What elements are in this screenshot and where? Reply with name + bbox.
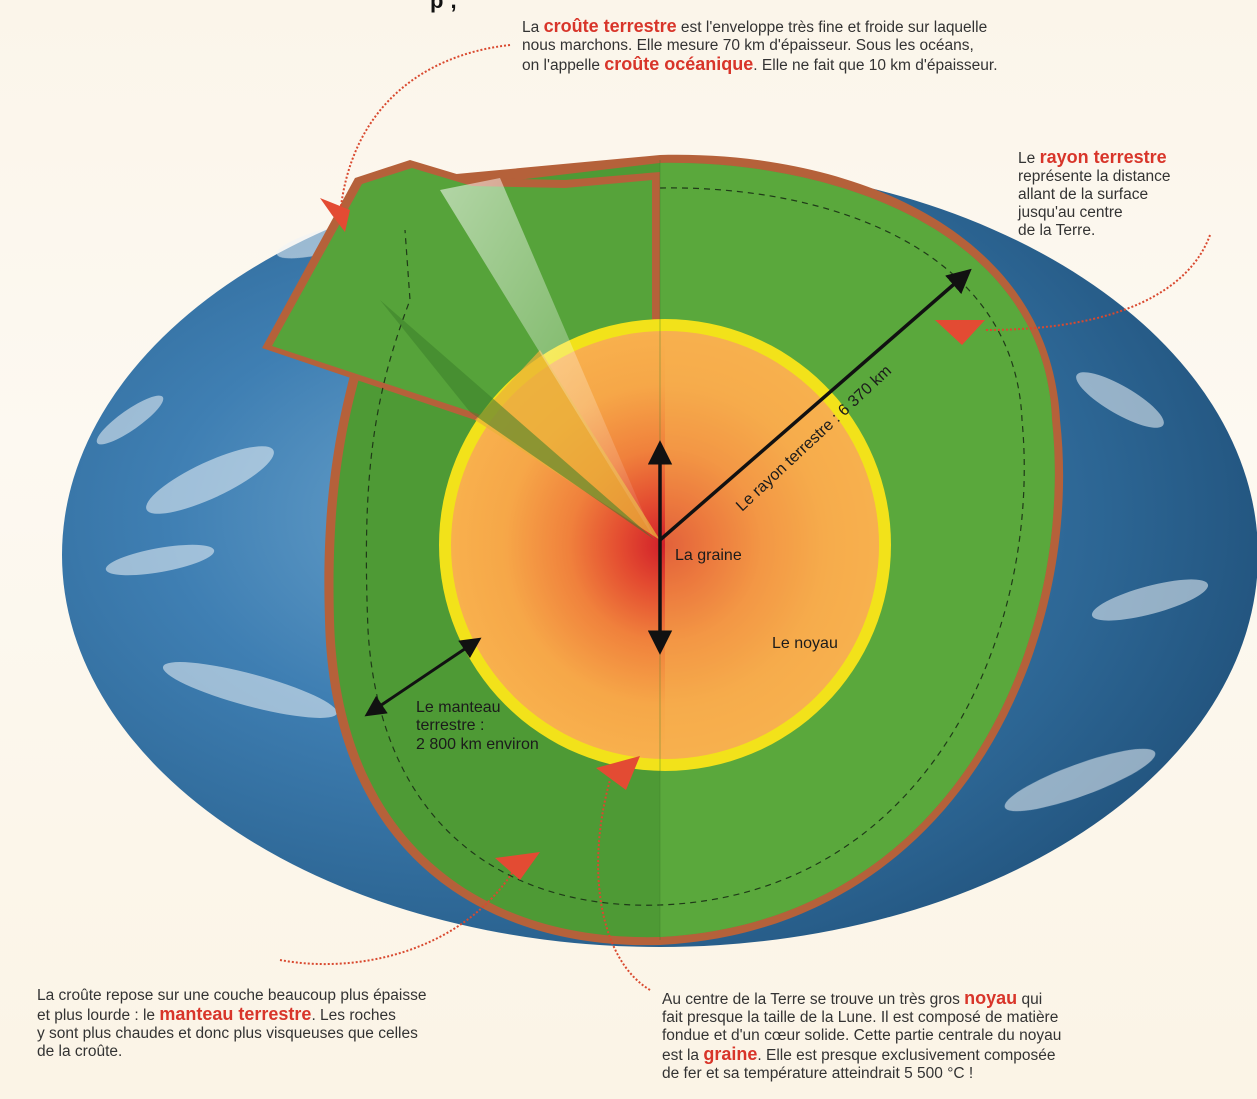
radius-arrow — [658, 268, 972, 542]
mantle-thickness-arrow — [364, 637, 482, 717]
term-inner-core: graine — [703, 1044, 758, 1064]
mantle-description: La croûte repose sur une couche beaucoup… — [37, 987, 427, 1060]
term-crust: croûte terrestre — [543, 16, 677, 36]
cropped-title-fragment: p , — [430, 0, 458, 13]
light-beam — [440, 178, 655, 540]
term-oceanic-crust: croûte océanique — [604, 54, 754, 74]
cutaway-notch — [475, 350, 660, 540]
mantle-label-1: Le manteau — [416, 699, 501, 716]
mantle-label-3: 2 800 km environ — [416, 736, 539, 753]
pointer-arrowheads — [320, 198, 985, 880]
cloud-texture — [96, 221, 1209, 812]
term-core: noyau — [964, 988, 1018, 1008]
core-label: Le noyau — [772, 635, 838, 652]
term-radius: rayon terrestre — [1039, 147, 1167, 167]
core-description: Au centre de la Terre se trouve un très … — [662, 988, 1062, 1082]
radius-description: Le rayon terrestre représente la distanc… — [1018, 147, 1171, 239]
term-mantle: manteau terrestre — [159, 1004, 312, 1024]
pointer-lines — [279, 44, 1211, 991]
crust-description: La croûte terrestre est l'enveloppe très… — [522, 16, 998, 74]
inner-core-label: La graine — [675, 547, 742, 564]
mantle-label-2: terrestre : — [416, 717, 484, 734]
